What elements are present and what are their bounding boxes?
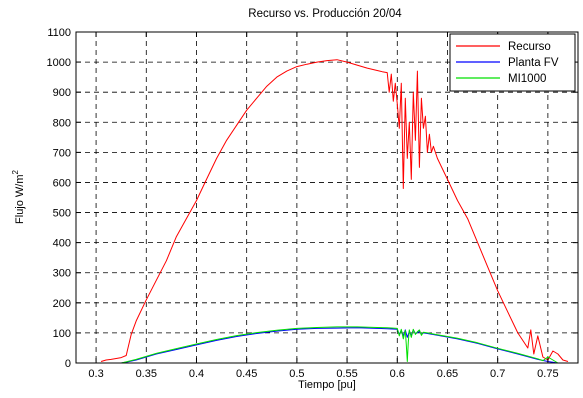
legend-entry: MI1000 (508, 73, 546, 85)
x-tick-label: 0.45 (236, 368, 257, 380)
plot-frame (75, 31, 579, 364)
chart-title: Recurso vs. Producción 20/04 (248, 8, 402, 20)
x-tick-label: 0.7 (490, 368, 505, 380)
x-tick-label: 0.4 (189, 368, 204, 380)
y-tick-label: 0 (65, 358, 71, 370)
y-tick-label: 1000 (47, 57, 71, 69)
x-tick-label: 0.75 (537, 368, 558, 380)
x-axis-label: Tiempo [pu] (298, 379, 356, 391)
y-axis-label-superscript: 2 (11, 169, 20, 174)
x-tick-label: 0.5 (289, 368, 304, 380)
y-tick-label: 100 (53, 328, 71, 340)
y-tick-label: 800 (53, 117, 71, 129)
y-axis-label-main: Flujo W/m (14, 174, 26, 224)
x-tick-label: 0.6 (390, 368, 405, 380)
x-tick-label: 0.55 (336, 368, 357, 380)
x-tick-label: 0.3 (88, 368, 103, 380)
series-line-recurso (100, 59, 569, 362)
y-tick-label: 200 (53, 298, 71, 310)
y-axis-label: Flujo W/m2 (11, 169, 26, 224)
legend-box (449, 33, 576, 92)
y-tick-label: 300 (53, 268, 71, 280)
y-tick-label: 1100 (47, 27, 71, 39)
y-tick-label: 400 (53, 238, 71, 250)
legend-entry: Planta FV (508, 57, 559, 69)
legend: Recurso Planta FV MI1000 (449, 33, 576, 92)
series-layer (100, 59, 569, 364)
x-tick-label: 0.65 (437, 368, 458, 380)
y-tick-label: 600 (53, 177, 71, 189)
legend-entry: Recurso (508, 41, 551, 53)
series-line-mi1000 (121, 326, 559, 364)
y-tick-label: 500 (53, 208, 71, 220)
axis-ticks: 0.3 0.35 0.4 0.45 0.5 0.55 0.6 0.65 0.7 0.75 0 100 2… (47, 27, 578, 380)
x-tick-label: 0.35 (136, 368, 157, 380)
y-tick-label: 700 (53, 147, 71, 159)
y-tick-label: 900 (53, 87, 71, 99)
